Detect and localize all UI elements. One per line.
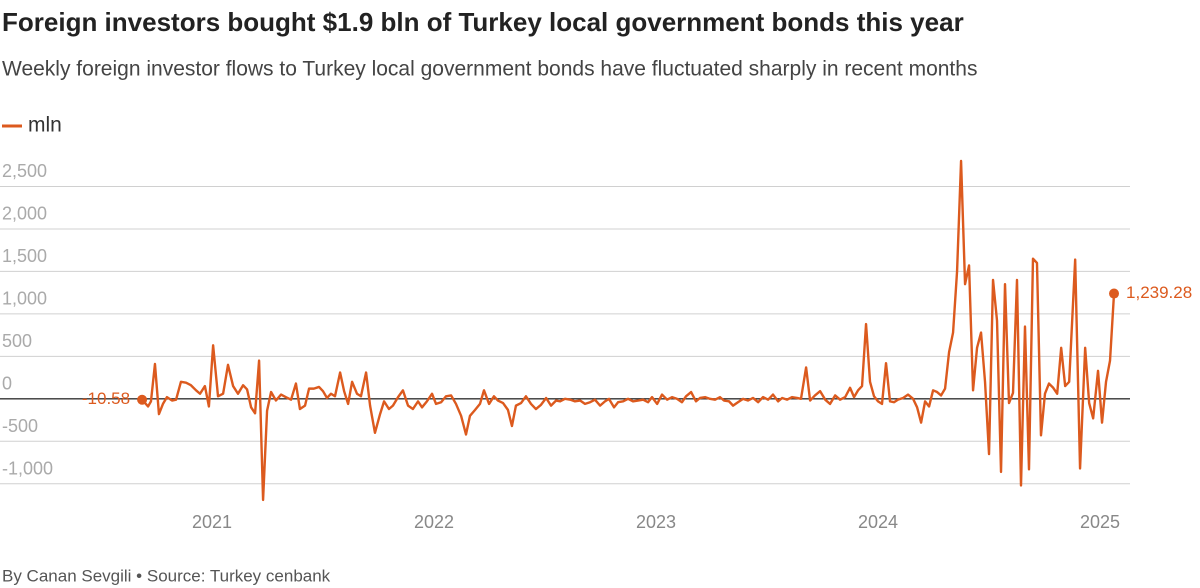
x-tick-label: 2023 xyxy=(636,512,676,532)
x-tick-label: 2022 xyxy=(414,512,454,532)
caption: By Canan Sevgili • Source: Turkey cenban… xyxy=(2,566,331,585)
y-tick-label: 2,500 xyxy=(2,161,47,181)
end-label: 1,239.28 xyxy=(1126,283,1192,302)
legend-label: mln xyxy=(28,114,62,137)
chart-subtitle: Weekly foreign investor flows to Turkey … xyxy=(2,58,977,81)
x-tick-label: 2024 xyxy=(858,512,898,532)
y-tick-label: -1,000 xyxy=(2,459,53,479)
x-tick-label: 2021 xyxy=(192,512,232,532)
y-tick-label: 1,000 xyxy=(2,289,47,309)
series-line xyxy=(141,159,1116,502)
y-tick-label: 500 xyxy=(2,331,32,351)
x-tick-label: 2025 xyxy=(1080,512,1120,532)
y-tick-label: 2,000 xyxy=(2,204,47,224)
y-tick-label: 0 xyxy=(2,374,12,394)
end-point xyxy=(1109,288,1120,299)
chart-title: Foreign investors bought $1.9 bln of Tur… xyxy=(2,7,964,37)
start-point xyxy=(137,394,148,405)
y-tick-label: 1,500 xyxy=(2,246,47,266)
y-tick-label: -500 xyxy=(2,416,38,436)
start-label: -10.58 xyxy=(82,389,130,408)
